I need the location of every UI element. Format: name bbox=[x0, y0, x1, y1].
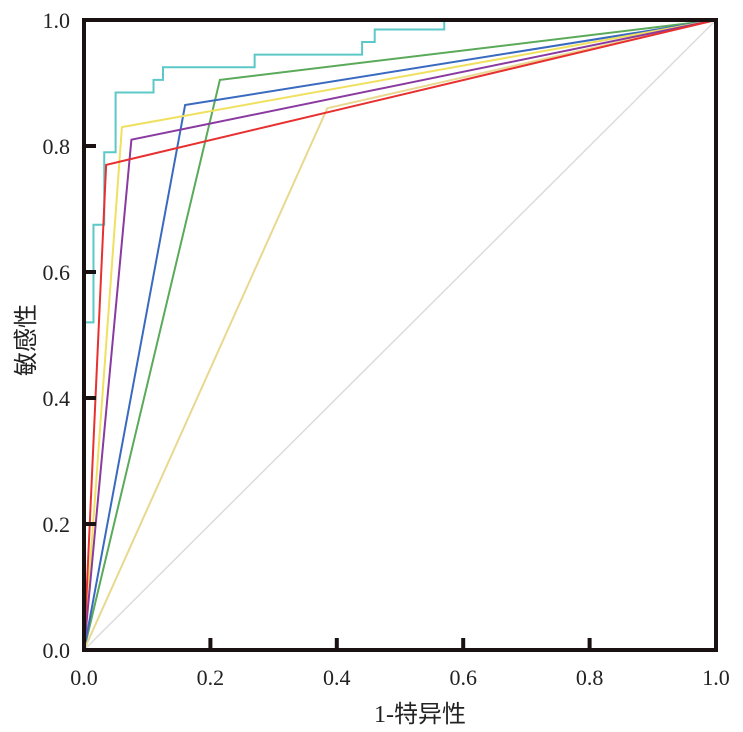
roc-series-line-2 bbox=[83, 19, 717, 651]
y-tick-label: 0.0 bbox=[43, 638, 71, 663]
roc-series-line-3 bbox=[83, 19, 717, 651]
reference-diagonal-line bbox=[83, 19, 717, 651]
x-tick-label: 0.4 bbox=[323, 665, 351, 690]
x-tick-label: 0.8 bbox=[576, 665, 604, 690]
y-tick-label: 0.6 bbox=[43, 260, 71, 285]
x-tick-label: 0.2 bbox=[197, 665, 225, 690]
y-tick-label: 1.0 bbox=[43, 8, 71, 33]
roc-series-line-4 bbox=[83, 19, 717, 651]
y-tick-label: 0.2 bbox=[43, 512, 71, 537]
roc-series-line-1 bbox=[83, 19, 716, 650]
plot-frame bbox=[82, 18, 718, 652]
x-tick-label: 0.0 bbox=[70, 665, 98, 690]
y-tick-label: 0.4 bbox=[43, 386, 71, 411]
x-axis-label: 1-特异性 bbox=[374, 701, 466, 728]
roc-series-line-6 bbox=[83, 19, 717, 651]
axis-tick-labels: 0.0 0.2 0.4 0.6 0.8 1.0 0.0 0.2 0.4 0.6 0.8 1.0 bbox=[43, 8, 730, 690]
axis-ticks bbox=[82, 18, 718, 652]
roc-series-line-7 bbox=[83, 19, 717, 651]
x-tick-label: 0.6 bbox=[449, 665, 477, 690]
y-tick-label: 0.8 bbox=[43, 134, 71, 159]
plot-lines bbox=[83, 19, 717, 651]
x-tick-label: 1.0 bbox=[702, 665, 730, 690]
y-axis-label: 敏感性 bbox=[13, 304, 40, 376]
roc-series-line-5 bbox=[83, 19, 717, 651]
